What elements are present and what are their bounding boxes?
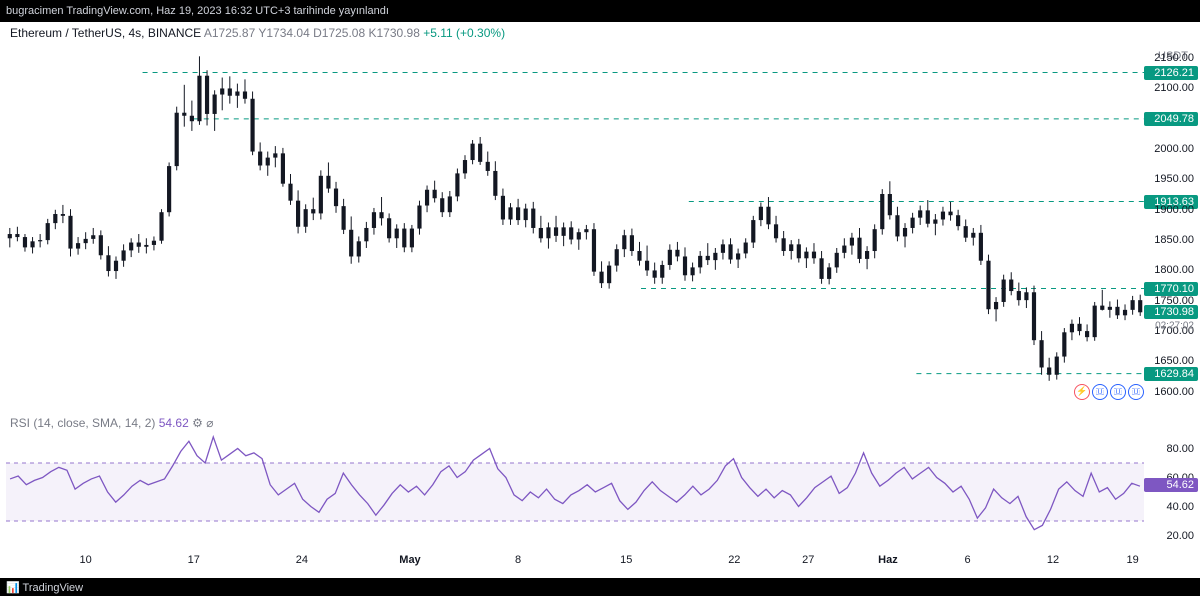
last-price-tag: 1730.98	[1144, 305, 1198, 319]
publish-bar: bugracimen TradingView.com, Haz 19, 2023…	[0, 0, 1200, 22]
ohlc-y: Y1734.04	[258, 26, 309, 40]
news-badge[interactable]: ⚡	[1074, 384, 1090, 400]
rsi-pane[interactable]: 20.0040.0060.0080.0054.62	[0, 434, 1200, 550]
rsi-title: RSI (14, close, SMA, 14, 2)	[10, 416, 155, 430]
rsi-settings-icon[interactable]: ⚙ ⌀	[192, 416, 213, 430]
x-tick: 19	[1126, 554, 1138, 566]
x-tick: 12	[1047, 554, 1059, 566]
symbol-label: Ethereum / TetherUS, 4s, BINANCE	[10, 26, 201, 40]
x-tick: 27	[802, 554, 814, 566]
price-y-axis: 2126.212049.781913.631770.101629.841600.…	[1144, 46, 1200, 416]
rsi-chart[interactable]	[6, 434, 1144, 550]
symbol-header: Ethereum / TetherUS, 4s, BINANCE A1725.8…	[0, 22, 1200, 46]
footer-bar: 📊 TradingView	[0, 578, 1200, 596]
price-chart[interactable]	[6, 46, 1144, 416]
rsi-y-tick: 20.00	[1166, 530, 1194, 542]
x-tick: 8	[515, 554, 521, 566]
y-tick: 1850.00	[1154, 234, 1194, 246]
ohlc-d: D1725.08	[313, 26, 365, 40]
rsi-y-axis: 20.0040.0060.0080.0054.62	[1144, 434, 1200, 550]
news-badge[interactable]: 🇺	[1092, 384, 1108, 400]
y-tick: 1950.00	[1154, 173, 1194, 185]
hline-tag: 1770.10	[1144, 282, 1198, 296]
rsi-y-tick: 40.00	[1166, 501, 1194, 513]
y-tick: 2000.00	[1154, 143, 1194, 155]
y-tick: 2100.00	[1154, 82, 1194, 94]
x-tick: 22	[728, 554, 740, 566]
x-tick: 15	[620, 554, 632, 566]
news-badge[interactable]: 🇺	[1110, 384, 1126, 400]
rsi-header: RSI (14, close, SMA, 14, 2) 54.62 ⚙ ⌀	[0, 416, 1200, 434]
news-badges[interactable]: ⚡🇺🇺🇺	[1074, 384, 1144, 400]
hline-tag: 2049.78	[1144, 112, 1198, 126]
hline-tag: 1629.84	[1144, 367, 1198, 381]
ohlc-change: +5.11 (+0.30%)	[423, 26, 505, 40]
ohlc-k: K1730.98	[369, 26, 420, 40]
x-tick: 24	[296, 554, 308, 566]
y-tick: 1800.00	[1154, 264, 1194, 276]
price-pane[interactable]: USDT 2126.212049.781913.631770.101629.84…	[0, 46, 1200, 416]
time-axis: 10 17 24 May 8 15 22 27 Haz 6 12 19	[0, 550, 1200, 578]
y-tick: 2150.00	[1154, 52, 1194, 64]
rsi-y-tick: 80.00	[1166, 443, 1194, 455]
hline-tag: 2126.21	[1144, 66, 1198, 80]
countdown: 02:27:02	[1155, 321, 1194, 332]
y-tick: 1900.00	[1154, 204, 1194, 216]
x-tick: May	[399, 554, 420, 566]
x-tick: 10	[80, 554, 92, 566]
rsi-value: 54.62	[159, 416, 189, 430]
y-tick: 1650.00	[1154, 355, 1194, 367]
x-tick: Haz	[878, 554, 898, 566]
x-tick: 17	[188, 554, 200, 566]
ohlc-a: A1725.87	[204, 26, 255, 40]
x-tick: 6	[965, 554, 971, 566]
publish-text: bugracimen TradingView.com, Haz 19, 2023…	[6, 5, 389, 17]
rsi-last-tag: 54.62	[1144, 478, 1198, 492]
news-badge[interactable]: 🇺	[1128, 384, 1144, 400]
footer-brand: 📊 TradingView	[6, 581, 83, 594]
y-tick: 1600.00	[1154, 386, 1194, 398]
